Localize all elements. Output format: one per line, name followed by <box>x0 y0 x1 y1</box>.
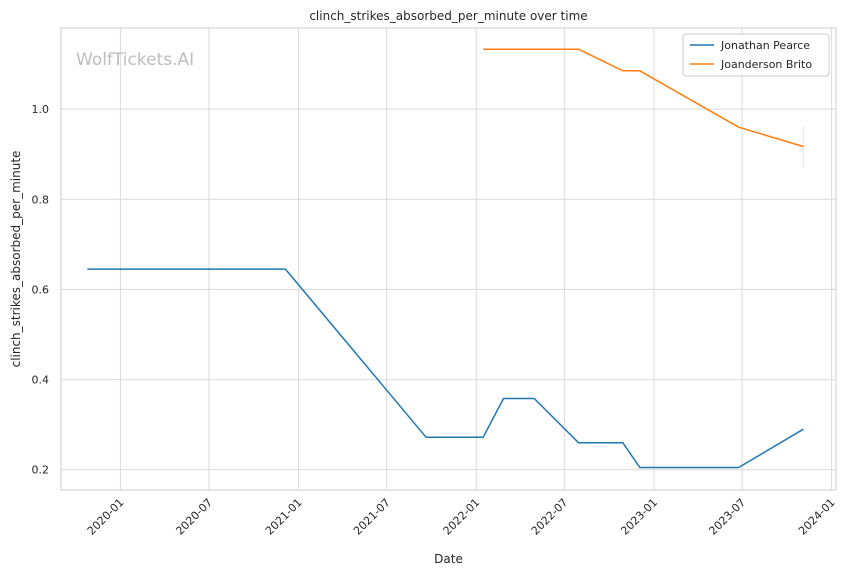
y-tick-label: 1.0 <box>32 103 50 116</box>
plot-area <box>60 27 837 491</box>
y-tick-label: 0.8 <box>32 193 50 206</box>
legend-entry-joanderson-brito: Joanderson Brito <box>720 58 812 71</box>
series-line-jonathan-pearce <box>87 268 804 469</box>
y-tick-label: 0.2 <box>32 464 50 477</box>
legend-box <box>682 33 830 77</box>
y-axis-label: clinch_strikes_absorbed_per_minute <box>9 151 23 368</box>
y-tick-label: 0.6 <box>32 283 50 296</box>
legend-entry-jonathan-pearce: Jonathan Pearce <box>720 39 810 52</box>
series-line-joanderson-brito <box>483 48 804 148</box>
legend: Jonathan Pearce Joanderson Brito <box>682 33 830 77</box>
grid-lines <box>61 28 836 490</box>
series-lines <box>87 48 804 469</box>
chart-title: clinch_strikes_absorbed_per_minute over … <box>309 9 587 23</box>
x-axis-label: Date <box>434 552 463 566</box>
y-tick-label: 0.4 <box>32 374 50 387</box>
watermark: WolfTickets.AI <box>76 50 194 70</box>
